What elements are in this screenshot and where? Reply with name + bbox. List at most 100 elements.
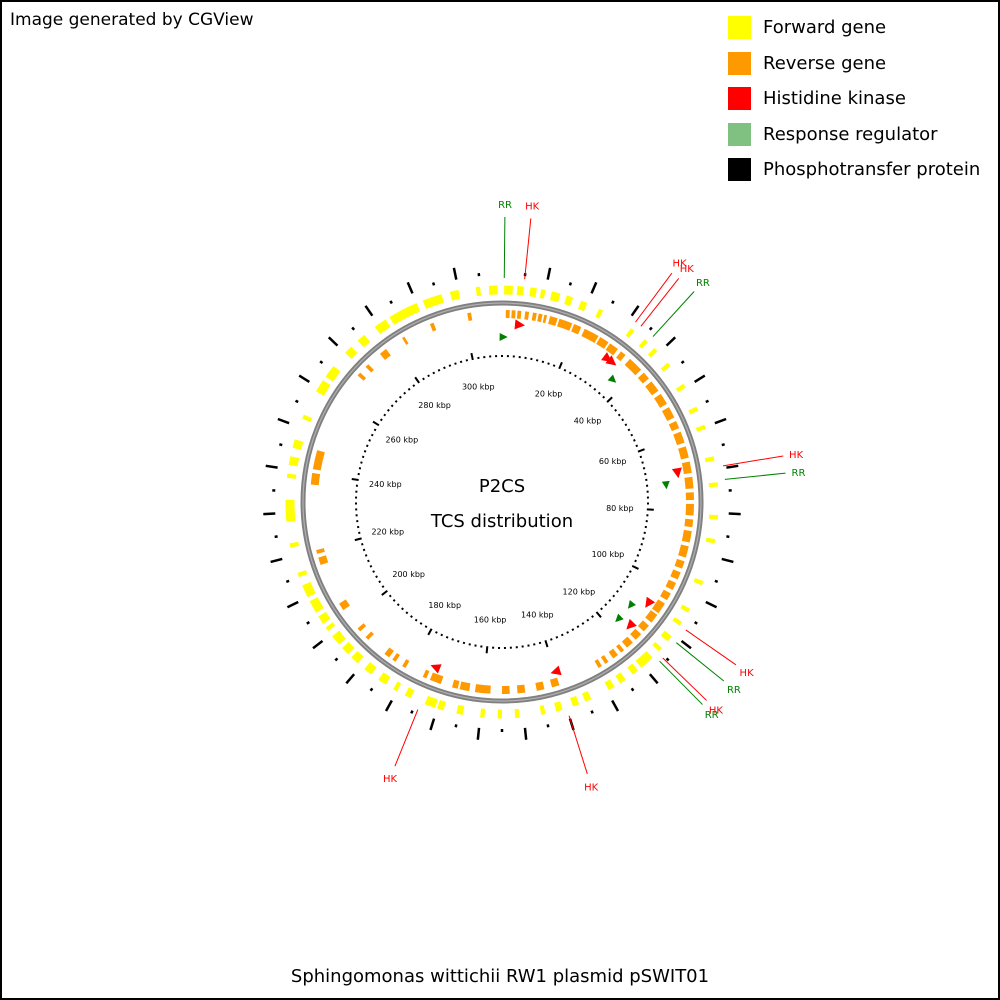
ruler-minor-tick bbox=[379, 418, 383, 422]
forward-gene bbox=[539, 705, 546, 715]
reverse-gene bbox=[549, 677, 560, 688]
histidine-kinase-marker bbox=[626, 618, 637, 630]
ruler-minor-tick bbox=[378, 580, 382, 584]
reverse-gene bbox=[310, 472, 321, 486]
histidine-kinase-marker bbox=[671, 467, 682, 479]
reverse-gene-swatch bbox=[728, 51, 751, 75]
ruler-minor-tick bbox=[622, 580, 626, 584]
major-tick bbox=[726, 464, 739, 469]
forward-gene bbox=[675, 383, 686, 393]
ruler-major-tick bbox=[606, 396, 613, 403]
reverse-gene bbox=[524, 311, 530, 320]
forward-gene bbox=[652, 641, 662, 652]
hk-label: HK bbox=[383, 774, 398, 785]
forward-gene bbox=[554, 701, 563, 712]
reverse-gene bbox=[384, 647, 394, 658]
feature-leader-line bbox=[659, 660, 703, 705]
ruler-minor-tick bbox=[370, 433, 374, 437]
legend-label: Response regulator bbox=[763, 123, 938, 145]
ruler-minor-tick bbox=[630, 433, 634, 437]
forward-gene bbox=[680, 604, 691, 613]
major-tick bbox=[298, 374, 311, 383]
forward-gene bbox=[570, 695, 580, 707]
reverse-gene bbox=[392, 653, 400, 662]
major-tick bbox=[265, 464, 278, 469]
legend-item-response-regulator: Response regulator bbox=[728, 117, 980, 153]
ruler-minor-tick bbox=[422, 377, 425, 381]
ruler-minor-tick bbox=[364, 554, 368, 557]
ruler-minor-tick bbox=[361, 543, 364, 546]
ruler-minor-tick bbox=[424, 625, 428, 629]
forward-gene bbox=[325, 622, 336, 632]
major-tick bbox=[546, 267, 552, 280]
forward-gene bbox=[286, 473, 297, 479]
ruler-minor-tick bbox=[619, 585, 623, 589]
reverse-gene bbox=[673, 431, 685, 446]
ruler-minor-tick bbox=[640, 543, 643, 546]
ruler-minor-tick bbox=[597, 391, 601, 395]
ruler-minor-tick bbox=[407, 387, 411, 391]
histidine-kinase-marker bbox=[430, 664, 442, 674]
hk-label: HK bbox=[673, 259, 688, 270]
reverse-gene bbox=[684, 518, 694, 528]
minor-tick bbox=[319, 360, 324, 365]
major-tick bbox=[714, 417, 727, 425]
reverse-gene bbox=[637, 372, 649, 384]
reverse-gene bbox=[365, 631, 374, 640]
ruler-minor-tick bbox=[574, 374, 577, 378]
ruler-minor-tick bbox=[437, 368, 441, 372]
organism-caption: Sphingomonas wittichii RW1 plasmid pSWIT… bbox=[290, 966, 710, 987]
ruler-minor-tick bbox=[563, 368, 567, 372]
reverse-gene bbox=[548, 316, 558, 326]
forward-gene bbox=[660, 362, 671, 372]
reverse-gene bbox=[474, 684, 491, 694]
forward-gene bbox=[627, 663, 638, 675]
minor-tick bbox=[369, 687, 374, 692]
minor-tick bbox=[294, 399, 299, 404]
ruler-minor-tick bbox=[608, 599, 612, 602]
ruler-minor-tick bbox=[414, 618, 418, 622]
feature-leader-line bbox=[676, 642, 725, 682]
ruler-label: 140 kbp bbox=[521, 611, 554, 620]
reverse-gene bbox=[339, 599, 350, 611]
forward-gene bbox=[315, 380, 331, 396]
forward-gene bbox=[297, 570, 308, 578]
reverse-gene bbox=[535, 681, 545, 691]
ruler-minor-tick bbox=[588, 384, 592, 388]
reverse-gene bbox=[681, 529, 692, 543]
ruler-minor-tick bbox=[602, 395, 606, 399]
legend-label: Forward gene bbox=[763, 17, 887, 39]
legend-item-phosphotransfer-protein: Phosphotransfer protein bbox=[728, 152, 980, 188]
reverse-gene bbox=[665, 579, 677, 591]
ruler-minor-tick bbox=[550, 638, 553, 641]
forward-gene bbox=[695, 424, 706, 432]
ruler-minor-tick bbox=[635, 444, 639, 448]
backbone-ring bbox=[300, 300, 704, 704]
ruler-minor-tick bbox=[388, 594, 392, 598]
forward-gene bbox=[564, 295, 574, 307]
ruler-minor-tick bbox=[396, 603, 400, 607]
ruler-minor-tick bbox=[392, 599, 396, 602]
minor-tick bbox=[454, 724, 458, 728]
ruler-label: 20 kbp bbox=[535, 390, 563, 399]
forward-gene bbox=[615, 672, 626, 684]
ruler-minor-tick bbox=[367, 559, 370, 563]
ruler-minor-tick bbox=[579, 377, 582, 381]
forward-gene bbox=[688, 406, 699, 415]
ruler-label: 100 kbp bbox=[592, 550, 625, 559]
ruler-minor-tick bbox=[581, 622, 585, 625]
ruler-label: 180 kbp bbox=[428, 601, 461, 610]
ruler-minor-tick bbox=[373, 428, 377, 432]
reverse-gene bbox=[630, 628, 642, 640]
ruler-minor-tick bbox=[448, 364, 452, 367]
reverse-gene bbox=[608, 648, 618, 659]
major-tick bbox=[693, 374, 706, 383]
major-tick bbox=[406, 281, 414, 294]
rr-label: RR bbox=[792, 468, 806, 479]
ruler-minor-tick bbox=[624, 423, 628, 427]
feature-leader-line bbox=[722, 455, 784, 467]
ruler-major-tick bbox=[427, 628, 433, 636]
reverse-gene bbox=[654, 393, 667, 408]
reverse-gene bbox=[571, 324, 582, 335]
